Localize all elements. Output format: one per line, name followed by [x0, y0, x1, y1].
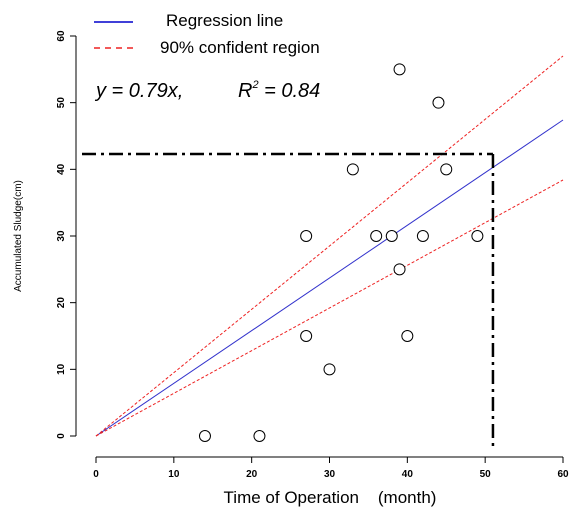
y-tick-label: 30: [56, 230, 67, 242]
data-point: [440, 163, 453, 176]
legend: Regression line 90% confident region: [94, 11, 320, 57]
data-point: [346, 163, 359, 176]
data-point: [300, 330, 313, 342]
x-tick-label: 0: [93, 469, 99, 480]
equation-r-label: R: [238, 80, 252, 102]
y-axis-title: Accumulated Sludge(cm): [13, 180, 24, 292]
y-tick-label: 40: [56, 163, 67, 175]
y-ticks: 0 10 20 30 40 50 60: [56, 30, 76, 439]
data-point: [401, 330, 414, 342]
data-point: [393, 63, 406, 76]
legend-regression-label: Regression line: [166, 11, 283, 30]
regression-line: [95, 119, 564, 437]
y-tick-label: 60: [56, 30, 67, 42]
x-tick-label: 20: [246, 469, 258, 480]
data-points: [198, 63, 484, 442]
x-tick-label: 50: [480, 469, 492, 480]
x-tick-label: 10: [168, 469, 180, 480]
data-point: [385, 230, 398, 242]
fit-lines: [95, 55, 564, 437]
x-tick-label: 60: [557, 469, 569, 480]
equation-r2: R2 = 0.84: [238, 79, 320, 102]
legend-confidence-label: 90% confident region: [160, 38, 320, 57]
equation-lhs: y = 0.79x,: [94, 80, 183, 102]
data-point: [253, 430, 266, 442]
confidence-upper-line: [95, 55, 564, 437]
y-tick-label: 20: [56, 297, 67, 309]
data-point: [471, 230, 484, 242]
equation-r-value: = 0.84: [259, 80, 321, 102]
data-point: [416, 230, 429, 242]
data-point: [370, 230, 383, 242]
reference-lines: [82, 152, 495, 447]
data-point: [198, 430, 211, 442]
data-point: [323, 363, 336, 376]
data-point: [393, 263, 406, 276]
x-ticks: 0 10 20 30 40 50 60: [93, 457, 569, 480]
x-tick-label: 30: [324, 469, 336, 480]
confidence-lower-line: [95, 179, 564, 437]
equation-annotation: y = 0.79x, R2 = 0.84: [94, 79, 320, 102]
x-tick-label: 40: [402, 469, 414, 480]
data-point: [432, 96, 445, 109]
x-axis-title: Time of Operation (month): [224, 488, 437, 507]
data-point: [300, 230, 313, 242]
y-tick-label: 10: [56, 363, 67, 375]
y-tick-label: 50: [56, 97, 67, 109]
y-tick-label: 0: [56, 433, 67, 439]
equation-r-superscript: 2: [251, 79, 258, 91]
